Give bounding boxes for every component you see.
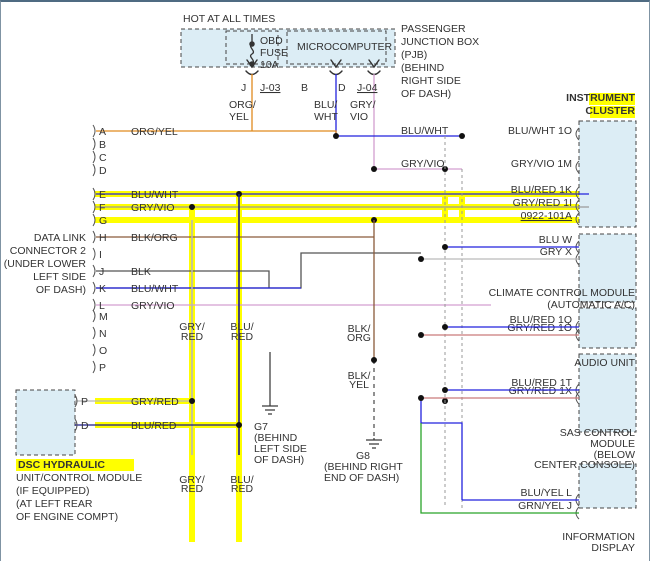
svg-text:C: C bbox=[99, 152, 107, 164]
svg-text:GRY/: GRY/ bbox=[350, 99, 376, 111]
svg-text:END OF DASH): END OF DASH) bbox=[324, 472, 399, 484]
svg-text:BLK/ORG: BLK/ORG bbox=[131, 232, 178, 244]
svg-text:D: D bbox=[81, 420, 89, 432]
svg-text:P: P bbox=[99, 362, 106, 374]
svg-text:GRN/YEL J: GRN/YEL J bbox=[518, 500, 572, 512]
svg-text:AUDIO UNIT: AUDIO UNIT bbox=[574, 357, 635, 369]
svg-text:GRY/RED 1I: GRY/RED 1I bbox=[513, 197, 572, 209]
svg-text:OBD: OBD bbox=[260, 35, 283, 47]
svg-text:VIO: VIO bbox=[350, 111, 368, 123]
svg-text:ORG/: ORG/ bbox=[229, 99, 256, 111]
svg-text:UNIT/CONTROL MODULE: UNIT/CONTROL MODULE bbox=[16, 472, 142, 484]
svg-text:DSC HYDRAULIC: DSC HYDRAULIC bbox=[18, 459, 105, 471]
svg-text:BLU/: BLU/ bbox=[314, 99, 337, 111]
svg-text:GRY/VIO 1M: GRY/VIO 1M bbox=[511, 158, 572, 170]
svg-text:CLUSTER: CLUSTER bbox=[585, 105, 635, 117]
svg-text:RED: RED bbox=[181, 483, 204, 495]
svg-text:O: O bbox=[99, 345, 107, 357]
svg-text:K: K bbox=[99, 283, 106, 295]
svg-text:GRY X: GRY X bbox=[540, 246, 572, 258]
svg-text:RED: RED bbox=[231, 483, 254, 495]
svg-text:RED: RED bbox=[181, 331, 204, 343]
svg-text:BLU/YEL L: BLU/YEL L bbox=[520, 487, 572, 499]
svg-text:(IF EQUIPPED): (IF EQUIPPED) bbox=[16, 485, 90, 497]
svg-text:(UNDER LOWER: (UNDER LOWER bbox=[4, 258, 87, 270]
svg-text:J: J bbox=[241, 82, 246, 94]
svg-text:H: H bbox=[99, 232, 107, 244]
svg-text:FUSE: FUSE bbox=[260, 47, 288, 59]
svg-text:G: G bbox=[99, 215, 107, 227]
svg-text:BLU/WHT 1O: BLU/WHT 1O bbox=[508, 125, 572, 137]
svg-text:F: F bbox=[99, 202, 105, 214]
svg-text:(AUTOMATIC A/C): (AUTOMATIC A/C) bbox=[547, 299, 635, 311]
svg-text:YEL: YEL bbox=[229, 111, 249, 123]
svg-text:PASSENGER: PASSENGER bbox=[401, 23, 466, 35]
svg-text:YEL: YEL bbox=[349, 379, 369, 391]
svg-text:INSTRUMENT: INSTRUMENT bbox=[566, 92, 635, 104]
svg-text:BLK: BLK bbox=[131, 266, 151, 278]
svg-text:BLU/WHT: BLU/WHT bbox=[401, 125, 449, 137]
svg-text:GRY/RED 1X: GRY/RED 1X bbox=[509, 385, 572, 397]
svg-text:GRY/VIO: GRY/VIO bbox=[131, 300, 175, 312]
svg-text:ORG: ORG bbox=[347, 332, 371, 344]
svg-text:10A: 10A bbox=[260, 59, 279, 71]
svg-text:(BEHIND: (BEHIND bbox=[401, 62, 445, 74]
svg-text:(PJB): (PJB) bbox=[401, 49, 427, 61]
svg-text:I: I bbox=[99, 249, 102, 261]
svg-text:D: D bbox=[99, 165, 107, 177]
svg-text:CENTER CONSOLE): CENTER CONSOLE) bbox=[534, 459, 635, 471]
svg-text:0922-101A: 0922-101A bbox=[521, 210, 572, 222]
svg-text:RIGHT SIDE: RIGHT SIDE bbox=[401, 75, 461, 87]
svg-text:JUNCTION BOX: JUNCTION BOX bbox=[401, 36, 479, 48]
svg-text:OF DASH): OF DASH) bbox=[401, 88, 451, 100]
svg-text:WHT: WHT bbox=[314, 111, 338, 123]
svg-text:GRY/RED 1O: GRY/RED 1O bbox=[507, 322, 572, 334]
svg-text:GRY/RED: GRY/RED bbox=[131, 396, 179, 408]
svg-text:D: D bbox=[338, 82, 346, 94]
svg-text:LEFT SIDE: LEFT SIDE bbox=[33, 271, 86, 283]
svg-text:RED: RED bbox=[231, 331, 254, 343]
svg-text:CLIMATE CONTROL MODULE: CLIMATE CONTROL MODULE bbox=[489, 287, 635, 299]
svg-text:ORG/YEL: ORG/YEL bbox=[131, 126, 178, 138]
svg-text:OF DASH): OF DASH) bbox=[36, 284, 86, 296]
svg-text:OF DASH): OF DASH) bbox=[254, 454, 304, 466]
svg-text:BLU/RED 1K: BLU/RED 1K bbox=[511, 184, 572, 196]
svg-text:M: M bbox=[99, 311, 108, 323]
svg-text:E: E bbox=[99, 189, 106, 201]
svg-text:J: J bbox=[99, 266, 104, 278]
svg-text:OF ENGINE COMPT): OF ENGINE COMPT) bbox=[16, 511, 118, 523]
svg-text:(AT LEFT REAR: (AT LEFT REAR bbox=[16, 498, 93, 510]
svg-text:J-03: J-03 bbox=[260, 82, 281, 94]
svg-text:J-04: J-04 bbox=[357, 82, 378, 94]
svg-text:P: P bbox=[81, 396, 88, 408]
svg-text:HOT AT ALL TIMES: HOT AT ALL TIMES bbox=[183, 13, 275, 25]
svg-text:A: A bbox=[99, 126, 106, 138]
svg-text:BLU/WHT: BLU/WHT bbox=[131, 189, 179, 201]
svg-text:MICROCOMPUTER: MICROCOMPUTER bbox=[297, 41, 392, 53]
svg-text:B: B bbox=[301, 82, 308, 94]
svg-text:BLU W: BLU W bbox=[539, 234, 572, 246]
svg-text:GRY/VIO: GRY/VIO bbox=[401, 158, 445, 170]
svg-text:DATA LINK: DATA LINK bbox=[34, 232, 86, 244]
svg-text:CONNECTOR 2: CONNECTOR 2 bbox=[10, 245, 86, 257]
svg-text:N: N bbox=[99, 328, 107, 340]
svg-text:BLU/RED: BLU/RED bbox=[131, 420, 177, 432]
svg-text:GRY/VIO: GRY/VIO bbox=[131, 202, 175, 214]
svg-text:DISPLAY: DISPLAY bbox=[591, 542, 635, 554]
svg-text:BLU/WHT: BLU/WHT bbox=[131, 283, 179, 295]
svg-text:B: B bbox=[99, 139, 106, 151]
